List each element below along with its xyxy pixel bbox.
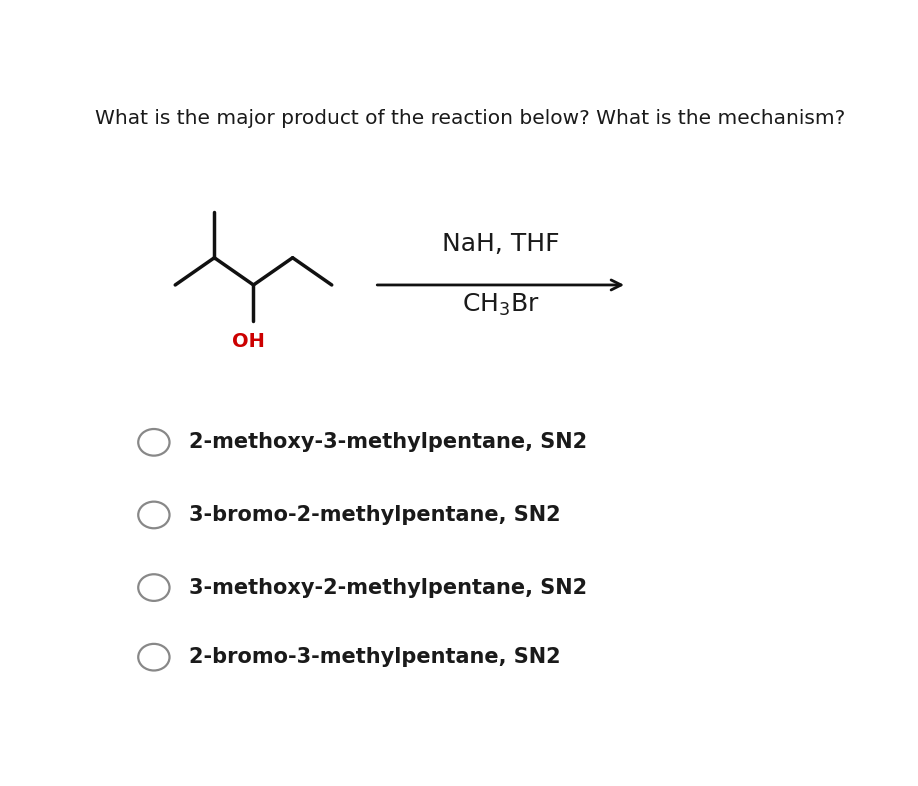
Text: What is the major product of the reaction below? What is the mechanism?: What is the major product of the reactio… (95, 109, 845, 128)
Text: OH: OH (232, 332, 265, 351)
Text: 3-methoxy-2-methylpentane, SN2: 3-methoxy-2-methylpentane, SN2 (189, 578, 588, 597)
Text: 3-bromo-2-methylpentane, SN2: 3-bromo-2-methylpentane, SN2 (189, 505, 561, 525)
Text: NaH, THF: NaH, THF (442, 232, 560, 256)
Text: CH$_3$Br: CH$_3$Br (462, 292, 540, 318)
Text: 2-methoxy-3-methylpentane, SN2: 2-methoxy-3-methylpentane, SN2 (189, 432, 588, 452)
Text: 2-bromo-3-methylpentane, SN2: 2-bromo-3-methylpentane, SN2 (189, 647, 561, 667)
